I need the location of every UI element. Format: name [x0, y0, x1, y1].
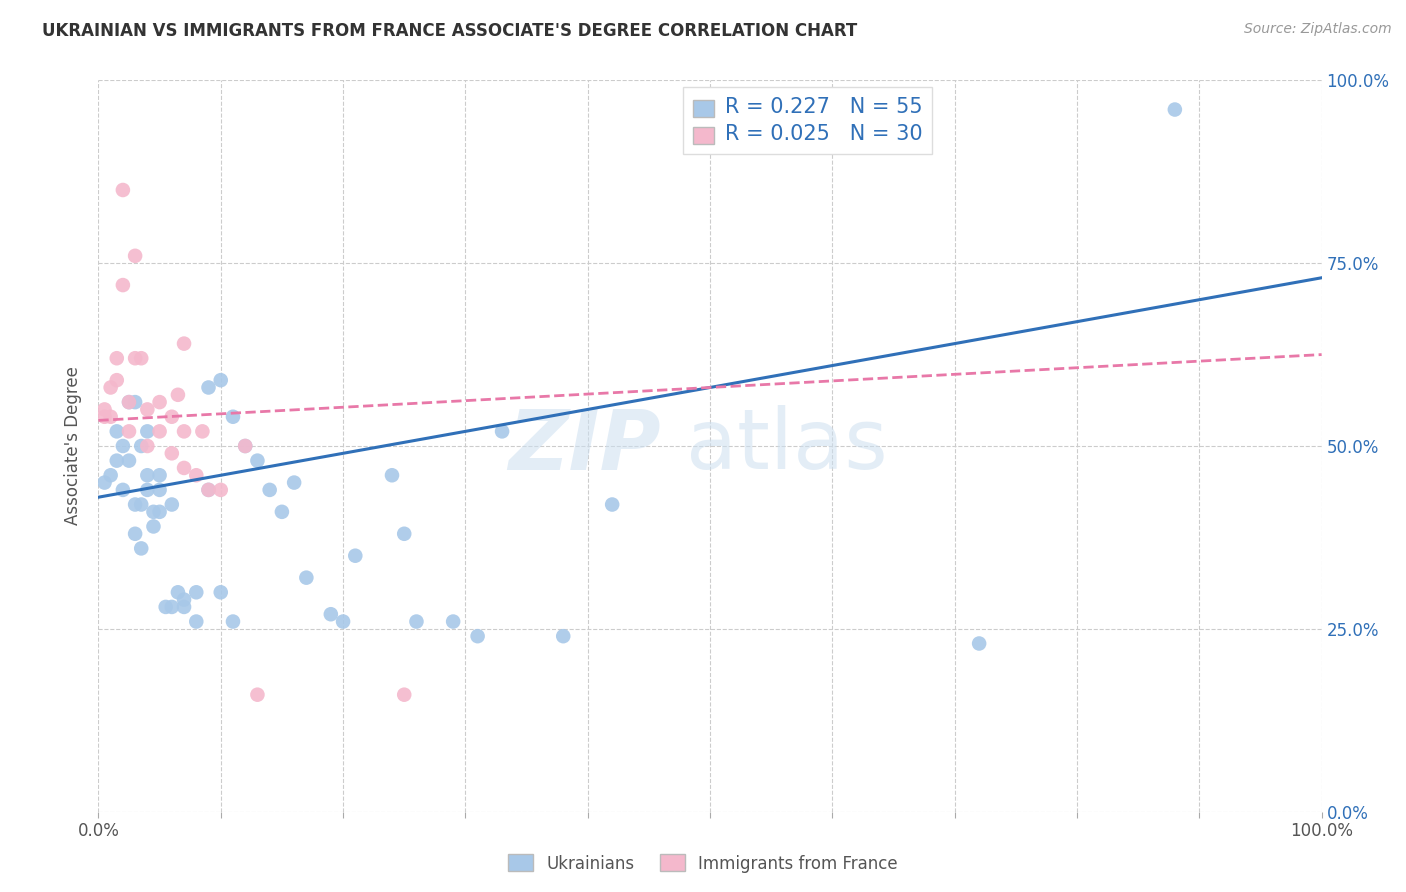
- Point: [344, 549, 367, 563]
- Point: [118, 425, 141, 439]
- Point: [149, 425, 172, 439]
- Point: [553, 629, 575, 643]
- Text: Source: ZipAtlas.com: Source: ZipAtlas.com: [1244, 22, 1392, 37]
- Point: [160, 409, 183, 424]
- Point: [295, 571, 318, 585]
- Point: [100, 409, 122, 424]
- Y-axis label: Associate's Degree: Associate's Degree: [65, 367, 83, 525]
- Point: [173, 599, 195, 614]
- Point: [124, 395, 146, 409]
- Point: [149, 468, 172, 483]
- Point: [233, 439, 256, 453]
- Point: [111, 483, 134, 497]
- Point: [222, 409, 245, 424]
- Point: [136, 402, 159, 417]
- Point: [100, 380, 122, 394]
- Point: [222, 615, 245, 629]
- Point: [441, 615, 464, 629]
- Point: [197, 483, 219, 497]
- Text: ZIP: ZIP: [509, 406, 661, 486]
- Point: [149, 483, 172, 497]
- Point: [392, 688, 416, 702]
- Point: [105, 425, 128, 439]
- Point: [105, 373, 128, 387]
- Point: [142, 519, 165, 533]
- Point: [283, 475, 305, 490]
- Point: [967, 636, 990, 650]
- Point: [129, 541, 152, 556]
- Point: [136, 483, 159, 497]
- Point: [93, 402, 115, 417]
- Point: [173, 336, 195, 351]
- Point: [136, 425, 159, 439]
- Point: [167, 388, 190, 402]
- Point: [259, 483, 281, 497]
- Point: [149, 505, 172, 519]
- Point: [129, 351, 152, 366]
- Point: [167, 585, 190, 599]
- Point: [129, 498, 152, 512]
- Point: [111, 183, 134, 197]
- Point: [1164, 103, 1187, 117]
- Point: [136, 468, 159, 483]
- Point: [270, 505, 294, 519]
- Point: [173, 425, 195, 439]
- Text: UKRAINIAN VS IMMIGRANTS FROM FRANCE ASSOCIATE'S DEGREE CORRELATION CHART: UKRAINIAN VS IMMIGRANTS FROM FRANCE ASSO…: [42, 22, 858, 40]
- Point: [160, 599, 183, 614]
- Point: [197, 380, 219, 394]
- Point: [160, 446, 183, 460]
- Point: [186, 585, 208, 599]
- Point: [149, 395, 172, 409]
- Point: [246, 453, 269, 467]
- Point: [124, 526, 146, 541]
- Point: [155, 599, 177, 614]
- Point: [246, 688, 269, 702]
- Point: [118, 453, 141, 467]
- Point: [93, 409, 115, 424]
- Point: [491, 425, 513, 439]
- Point: [105, 453, 128, 467]
- Point: [105, 351, 128, 366]
- Point: [173, 461, 195, 475]
- Point: [142, 505, 165, 519]
- Point: [197, 483, 219, 497]
- Point: [118, 395, 141, 409]
- Point: [93, 475, 115, 490]
- Point: [405, 615, 427, 629]
- Point: [600, 498, 623, 512]
- Legend: Ukrainians, Immigrants from France: Ukrainians, Immigrants from France: [502, 847, 904, 880]
- Point: [467, 629, 489, 643]
- Point: [191, 425, 214, 439]
- Point: [136, 439, 159, 453]
- Point: [111, 439, 134, 453]
- Point: [160, 498, 183, 512]
- Point: [124, 351, 146, 366]
- Point: [209, 373, 232, 387]
- Point: [381, 468, 404, 483]
- Point: [209, 585, 232, 599]
- Point: [124, 249, 146, 263]
- Point: [129, 439, 152, 453]
- Point: [100, 468, 122, 483]
- Point: [209, 483, 232, 497]
- Text: atlas: atlas: [686, 406, 887, 486]
- Point: [233, 439, 256, 453]
- Point: [111, 278, 134, 293]
- Point: [124, 498, 146, 512]
- Point: [392, 526, 416, 541]
- Legend: R = 0.227   N = 55, R = 0.025   N = 30: R = 0.227 N = 55, R = 0.025 N = 30: [683, 87, 932, 153]
- Point: [186, 615, 208, 629]
- Point: [332, 615, 354, 629]
- Point: [319, 607, 342, 622]
- Point: [186, 468, 208, 483]
- Point: [118, 395, 141, 409]
- Point: [173, 592, 195, 607]
